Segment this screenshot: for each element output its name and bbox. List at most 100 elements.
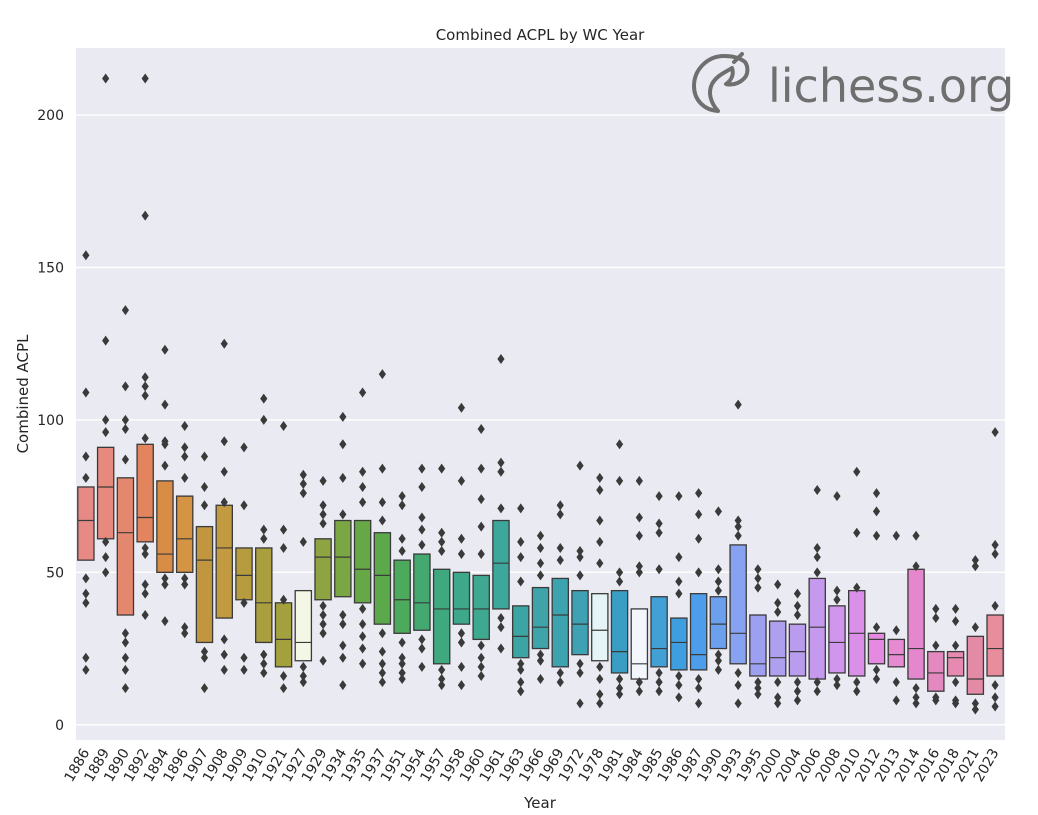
outlier-point: [378, 646, 386, 657]
outlier-point: [872, 488, 881, 499]
box-1969: [551, 500, 570, 688]
outlier-point: [813, 542, 821, 553]
box-rect: [353, 519, 372, 604]
outlier-point: [556, 555, 564, 566]
outlier-point: [161, 399, 169, 410]
box-1929: [314, 475, 332, 666]
outlier-point: [319, 500, 327, 511]
outlier-point: [833, 585, 841, 596]
outlier-point: [833, 674, 841, 685]
outlier-point: [517, 664, 525, 675]
outlier-point: [615, 674, 624, 685]
outlier-point: [932, 613, 940, 624]
outlier-point: [141, 73, 149, 84]
outlier-point: [141, 549, 149, 560]
outlier-point: [477, 670, 485, 681]
outlier-point: [615, 567, 624, 578]
box-rect: [966, 635, 985, 695]
box-1954: [413, 463, 431, 672]
outlier-point: [556, 667, 564, 678]
box-rect: [96, 446, 115, 540]
outlier-point: [339, 652, 347, 663]
outlier-point: [141, 588, 149, 599]
outlier-point: [556, 500, 564, 511]
box-rect: [808, 577, 826, 680]
box-rect: [373, 532, 392, 625]
outlier-point: [181, 628, 189, 639]
outlier-point: [161, 573, 169, 584]
box-2000: [768, 579, 787, 709]
outlier-point: [734, 399, 742, 410]
outlier-point: [517, 658, 525, 669]
box-1886: [77, 250, 95, 675]
outlier-point: [497, 622, 505, 633]
box-1892: [136, 73, 154, 621]
outlier-point: [872, 530, 881, 541]
outlier-point: [991, 600, 999, 611]
outlier-point: [378, 369, 386, 380]
outlier-point: [102, 427, 110, 438]
box-1958: [452, 402, 471, 691]
outlier-point: [872, 664, 881, 675]
outlier-point: [734, 515, 742, 526]
outlier-point: [279, 524, 288, 535]
box-rect: [986, 614, 1004, 677]
box-1921: [274, 421, 293, 694]
box-rect: [452, 571, 471, 625]
outlier-point: [596, 689, 604, 700]
outlier-point: [596, 515, 604, 526]
outlier-point: [102, 567, 110, 578]
outlier-point: [279, 670, 288, 681]
outlier-point: [892, 677, 900, 688]
outlier-point: [695, 674, 703, 685]
outlier-point: [971, 561, 979, 572]
outlier-point: [181, 472, 189, 483]
outlier-point: [102, 414, 110, 425]
box-rect: [235, 547, 253, 601]
outlier-point: [576, 460, 584, 471]
outlier-point: [438, 674, 446, 685]
outlier-point: [971, 704, 979, 715]
box-rect: [551, 577, 570, 668]
outlier-point: [655, 564, 663, 575]
box-2023: [986, 427, 1004, 712]
outlier-point: [635, 567, 643, 578]
outlier-point: [517, 503, 525, 514]
outlier-point: [339, 472, 347, 483]
box-2016: [927, 603, 945, 706]
outlier-point: [319, 518, 327, 529]
outlier-point: [754, 582, 762, 593]
outlier-point: [813, 677, 821, 688]
outlier-point: [398, 491, 406, 502]
outlier-point: [714, 506, 722, 517]
outlier-point: [932, 695, 940, 706]
outlier-point: [378, 667, 386, 678]
outlier-point: [596, 536, 604, 547]
outlier-point: [813, 686, 821, 697]
outlier-point: [200, 652, 209, 663]
outlier-point: [714, 585, 722, 596]
outlier-point: [576, 698, 584, 709]
outlier-point: [102, 73, 110, 84]
box-rect: [907, 568, 925, 680]
outlier-point: [339, 619, 347, 630]
outlier-point: [438, 680, 446, 691]
outlier-point: [260, 658, 268, 669]
outlier-point: [872, 506, 881, 517]
box-1934: [334, 411, 352, 691]
outlier-point: [161, 579, 169, 590]
outlier-point: [161, 439, 169, 450]
outlier-point: [695, 698, 703, 709]
outlier-point: [813, 567, 821, 578]
box-2018: [946, 603, 965, 709]
outlier-point: [299, 478, 307, 489]
outlier-point: [279, 421, 288, 432]
outlier-point: [675, 576, 683, 587]
box-rect: [255, 547, 273, 644]
outlier-point: [121, 628, 130, 639]
knight-logo-icon: [692, 52, 750, 113]
outlier-point: [339, 509, 347, 520]
box-2014: [907, 530, 925, 709]
outlier-point: [141, 542, 149, 553]
box-rect: [610, 589, 629, 674]
